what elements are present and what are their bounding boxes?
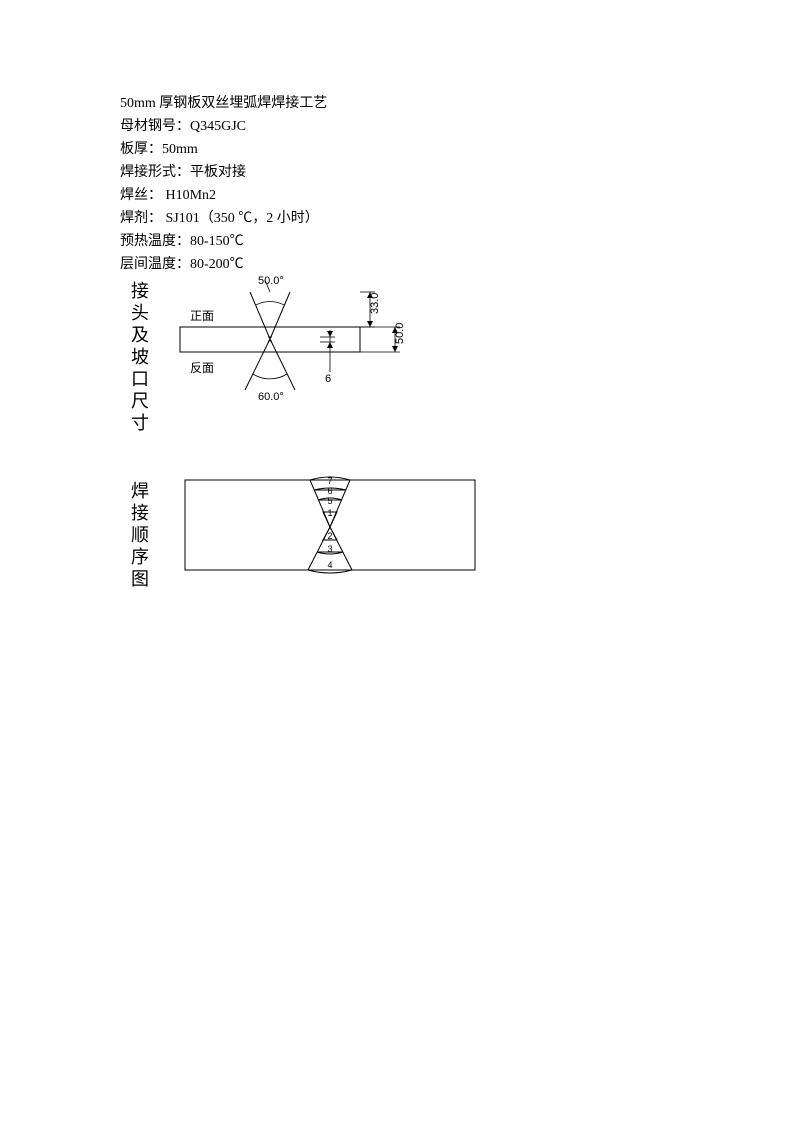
spec-title: 50mm 厚钢板双丝埋弧焊焊接工艺 (120, 92, 327, 115)
bottom-angle-text: 60.0° (258, 391, 284, 403)
spec-line: 母材钢号：Q345GJC (120, 115, 327, 138)
dim-upper: 33.0 (369, 293, 381, 314)
pass-label: 1 (327, 508, 332, 518)
pass-label: 5 (327, 496, 332, 506)
spec-line: 焊丝： H10Mn2 (120, 184, 327, 207)
sequence-heading: 焊 接 顺 序 图 (130, 480, 150, 590)
dim-root: 6 (325, 373, 331, 385)
pass-label: 4 (327, 560, 332, 570)
dim-total: 50.0 (394, 323, 406, 344)
spec-block: 50mm 厚钢板双丝埋弧焊焊接工艺 母材钢号：Q345GJC 板厚：50mm 焊… (120, 92, 327, 276)
joint-diagram: 50.0° 60.0° 正面 反面 33.0 50.0 6 (170, 272, 430, 422)
joint-heading: 接 头 及 坡 口 尺 寸 (130, 280, 150, 434)
spec-line: 焊剂： SJ101（350 ℃，2 小时） (120, 207, 327, 230)
spec-line: 板厚：50mm (120, 138, 327, 161)
spec-line: 焊接形式：平板对接 (120, 161, 327, 184)
pass-label: 3 (327, 544, 332, 554)
top-angle-text: 50.0° (258, 275, 284, 287)
spec-line: 预热温度：80-150℃ (120, 230, 327, 253)
back-label: 反面 (190, 361, 214, 375)
sequence-diagram: 7 6 5 1 2 3 4 (180, 472, 500, 592)
face-label: 正面 (190, 309, 214, 323)
pass-label: 6 (327, 486, 332, 496)
pass-label: 2 (327, 531, 332, 541)
pass-label: 7 (327, 476, 332, 486)
